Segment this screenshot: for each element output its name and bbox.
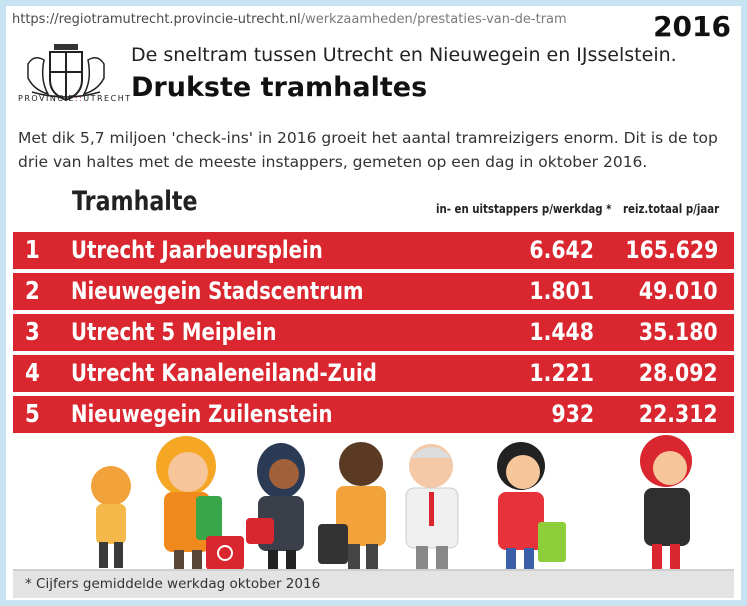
row-per-day: 6.642 bbox=[529, 236, 594, 264]
table-row: 4 Utrecht Kanaleneiland-Zuid 1.221 28.09… bbox=[13, 355, 734, 392]
url-host: https://regiotramutrecht.provincie-utrec… bbox=[12, 12, 301, 27]
url-path: /werkzaamheden/prestaties-van-de-tram bbox=[300, 12, 567, 27]
woman-with-green-bag-figure bbox=[156, 436, 222, 570]
row-per-day: 932 bbox=[551, 400, 594, 428]
row-stop-name: Utrecht Jaarbeursplein bbox=[71, 236, 323, 264]
row-rank: 4 bbox=[25, 358, 40, 387]
row-per-day: 1.221 bbox=[529, 359, 594, 387]
child-figure bbox=[91, 466, 131, 568]
footnote-text: * Cijfers gemiddelde werkdag oktober 201… bbox=[25, 576, 321, 592]
province-crest-logo bbox=[27, 44, 105, 102]
row-rank: 5 bbox=[25, 399, 40, 428]
woman-with-shopping-bag-figure bbox=[497, 442, 566, 570]
logo-wordmark: PROVINCIE::UTRECHT bbox=[18, 94, 132, 103]
row-per-year: 22.312 bbox=[639, 400, 718, 428]
row-per-year: 35.180 bbox=[639, 318, 718, 346]
row-rank: 1 bbox=[25, 235, 40, 264]
table-row: 1 Utrecht Jaarbeursplein 6.642 165.629 bbox=[13, 232, 734, 269]
table-row: 2 Nieuwegein Stadscentrum 1.801 49.010 bbox=[13, 273, 734, 310]
red-suitcase bbox=[206, 536, 244, 570]
woman-in-headscarf-figure bbox=[246, 443, 305, 570]
column-header-per-year: reiz.totaal p/jaar bbox=[623, 202, 720, 216]
man-with-suitcase-figure bbox=[318, 442, 386, 570]
column-header-stop: Tramhalte bbox=[72, 186, 198, 217]
row-stop-name: Nieuwegein Stadscentrum bbox=[71, 277, 364, 305]
footnote: * Cijfers gemiddelde werkdag oktober 201… bbox=[13, 569, 734, 598]
column-header-per-day: in- en uitstappers p/werkdag * bbox=[436, 202, 612, 216]
woman-red-hair-figure bbox=[640, 435, 692, 570]
source-url: https://regiotramutrecht.provincie-utrec… bbox=[12, 12, 567, 27]
row-per-day: 1.801 bbox=[529, 277, 594, 305]
row-stop-name: Utrecht Kanaleneiland-Zuid bbox=[71, 359, 377, 387]
table-row: 5 Nieuwegein Zuilenstein 932 22.312 bbox=[13, 396, 734, 433]
page-subtitle: De sneltram tussen Utrecht en Nieuwegein… bbox=[131, 44, 677, 66]
intro-text: Met dik 5,7 miljoen 'check-ins' in 2016 … bbox=[18, 129, 718, 171]
row-stop-name: Utrecht 5 Meiplein bbox=[71, 318, 277, 346]
row-per-year: 28.092 bbox=[639, 359, 718, 387]
tram-passengers-illustration bbox=[91, 435, 692, 570]
row-rank: 2 bbox=[25, 276, 40, 305]
older-man-figure bbox=[405, 444, 459, 570]
row-per-day: 1.448 bbox=[529, 318, 594, 346]
row-stop-name: Nieuwegein Zuilenstein bbox=[71, 400, 333, 428]
infographic: https://regiotramutrecht.provincie-utrec… bbox=[6, 6, 741, 600]
ranking-table: 1 Utrecht Jaarbeursplein 6.642 165.629 2… bbox=[13, 232, 734, 437]
row-rank: 3 bbox=[25, 317, 40, 346]
table-row: 3 Utrecht 5 Meiplein 1.448 35.180 bbox=[13, 314, 734, 351]
row-per-year: 49.010 bbox=[639, 277, 718, 305]
year-label: 2016 bbox=[653, 10, 731, 43]
row-per-year: 165.629 bbox=[625, 236, 718, 264]
page-title: Drukste tramhaltes bbox=[131, 72, 428, 103]
